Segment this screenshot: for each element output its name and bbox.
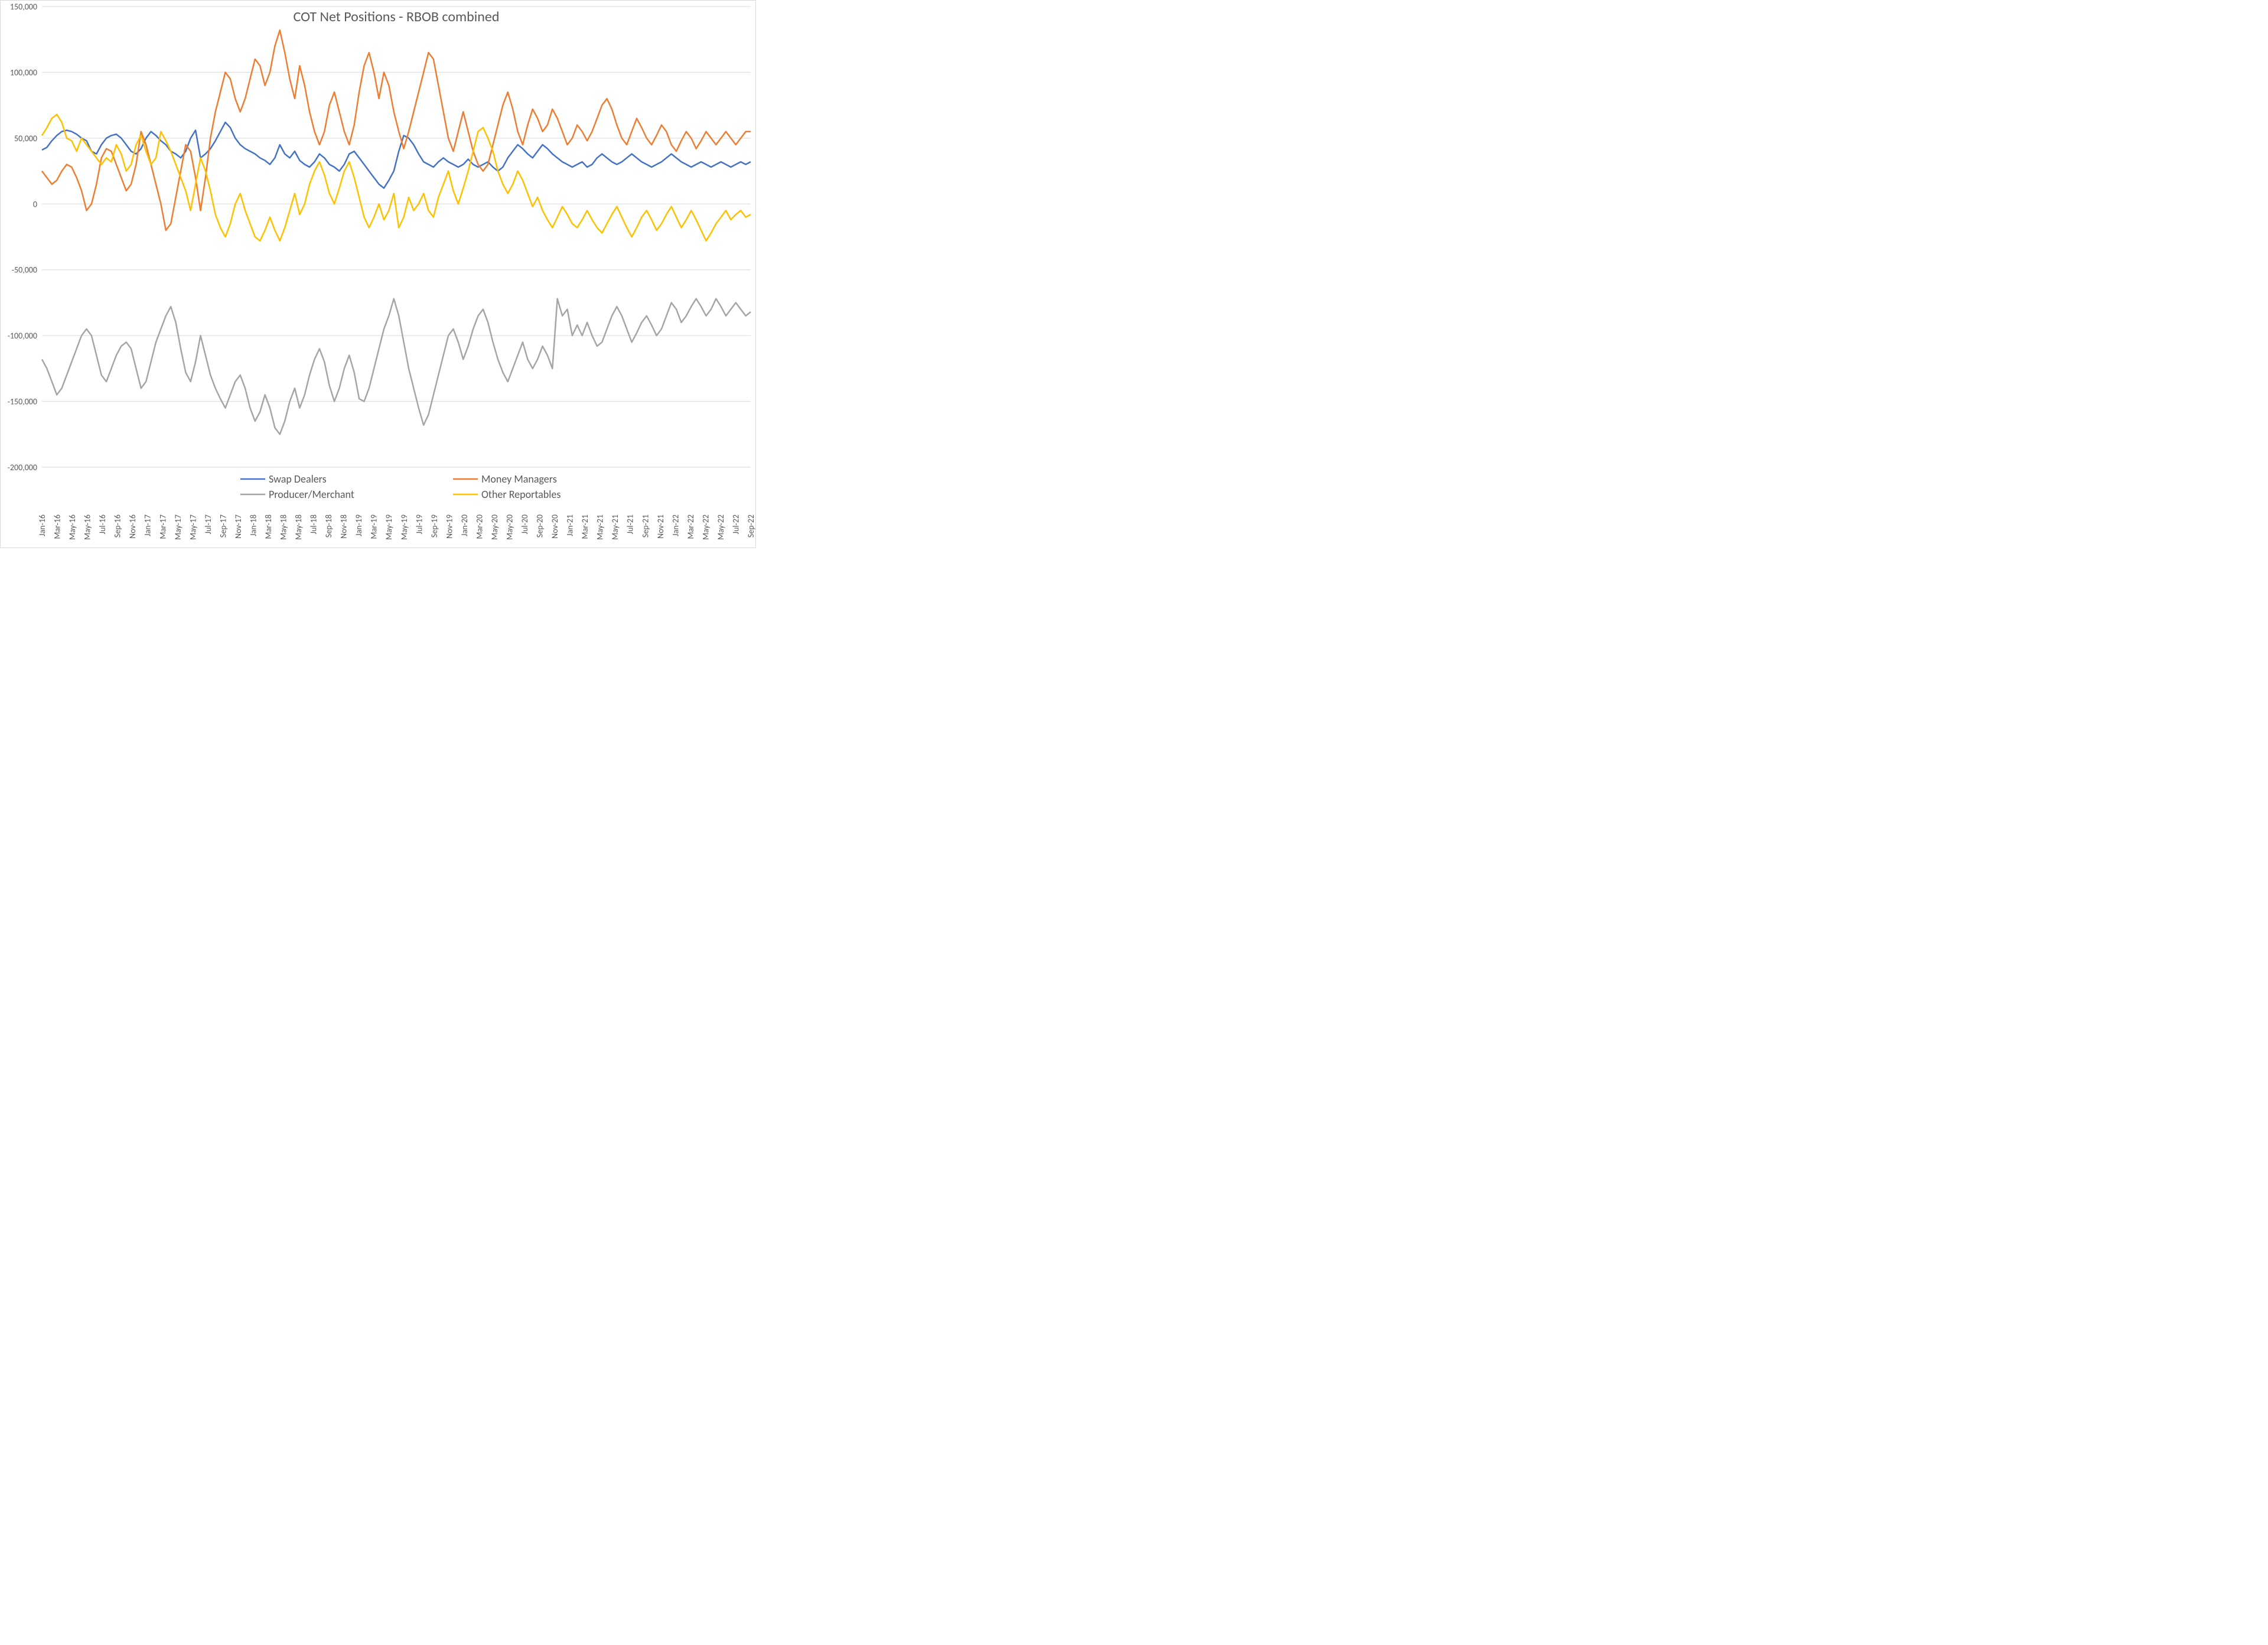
x-tick-label: Jan-19 bbox=[354, 514, 364, 536]
x-tick-label: May-20 bbox=[490, 514, 500, 540]
x-tick-label: May-21 bbox=[595, 514, 605, 540]
x-tick-label: May-19 bbox=[399, 514, 409, 540]
y-tick-label: 100,000 bbox=[10, 67, 37, 77]
x-tick-label: May-22 bbox=[700, 514, 711, 540]
x-tick-label: Jan-18 bbox=[248, 514, 258, 536]
x-tick-label: Nov-18 bbox=[339, 514, 349, 539]
x-tick-label: Mar-18 bbox=[263, 514, 273, 539]
y-tick-label: -100,000 bbox=[8, 331, 37, 341]
x-tick-label: May-21 bbox=[610, 514, 620, 540]
x-tick-label: May-16 bbox=[67, 514, 77, 540]
x-tick-label: May-16 bbox=[83, 514, 93, 540]
x-tick-label: Nov-20 bbox=[550, 514, 560, 539]
x-tick-label: Nov-17 bbox=[233, 514, 243, 539]
x-tick-label: Jan-16 bbox=[37, 514, 47, 536]
x-tick-label: May-18 bbox=[294, 514, 304, 540]
legend-label: Producer/Merchant bbox=[269, 488, 354, 501]
x-tick-label: Sep-16 bbox=[113, 514, 123, 538]
x-tick-label: Sep-22 bbox=[746, 514, 756, 538]
x-tick-label: Mar-17 bbox=[158, 514, 168, 539]
x-tick-label: Jan-20 bbox=[460, 514, 470, 536]
x-tick-label: Mar-22 bbox=[686, 514, 696, 539]
chart-title: COT Net Positions - RBOB combined bbox=[294, 8, 500, 25]
x-tick-label: Sep-21 bbox=[640, 514, 650, 538]
x-tick-label: Jul-20 bbox=[520, 514, 530, 535]
x-tick-label: Sep-19 bbox=[429, 514, 439, 538]
x-tick-label: Mar-21 bbox=[580, 514, 590, 539]
x-tick-label: Sep-18 bbox=[324, 514, 334, 538]
x-tick-label: May-22 bbox=[716, 514, 726, 540]
x-tick-label: Jul-22 bbox=[731, 514, 741, 535]
chart-container: -200,000 -150,000 -100,000 -50,000 0 50,000 10… bbox=[0, 0, 756, 548]
x-tick-label: Nov-16 bbox=[128, 514, 138, 539]
legend-label: Other Reportables bbox=[481, 488, 561, 501]
series-line bbox=[42, 299, 751, 435]
x-tick-label: Nov-19 bbox=[444, 514, 454, 539]
x-tick-label: May-20 bbox=[504, 514, 514, 540]
line-chart: -200,000 -150,000 -100,000 -50,000 0 50,000 10… bbox=[1, 1, 757, 549]
x-tick-label: Jul-17 bbox=[203, 514, 213, 535]
series-line bbox=[42, 30, 751, 230]
x-tick-label: Jul-19 bbox=[414, 514, 424, 535]
legend-label: Swap Dealers bbox=[269, 473, 327, 486]
y-tick-label: 50,000 bbox=[14, 133, 37, 144]
y-tick-label: -50,000 bbox=[12, 265, 37, 275]
x-tick-label: Jul-21 bbox=[625, 514, 636, 535]
x-tick-label: Jul-18 bbox=[309, 514, 319, 535]
x-tick-label: Mar-19 bbox=[369, 514, 379, 539]
x-tick-label: May-17 bbox=[173, 514, 183, 540]
x-tick-label: Sep-17 bbox=[218, 514, 228, 538]
x-tick-label: May-17 bbox=[188, 514, 198, 540]
x-tick-label: May-19 bbox=[384, 514, 394, 540]
y-tick-label: -150,000 bbox=[8, 397, 37, 407]
y-tick-label: 0 bbox=[33, 199, 37, 209]
x-tick-label: Sep-20 bbox=[535, 514, 545, 538]
x-tick-label: May-18 bbox=[279, 514, 289, 540]
x-tick-label: Nov-21 bbox=[656, 514, 666, 539]
y-tick-label: -200,000 bbox=[8, 462, 37, 473]
legend-label: Money Managers bbox=[481, 473, 557, 486]
x-tick-label: Jan-21 bbox=[565, 514, 575, 536]
x-tick-label: Jan-22 bbox=[670, 514, 680, 536]
x-tick-label: Jan-17 bbox=[143, 514, 153, 536]
x-tick-label: Jul-16 bbox=[97, 514, 107, 535]
x-tick-label: Mar-16 bbox=[53, 514, 63, 539]
y-tick-label: 150,000 bbox=[10, 2, 37, 12]
x-tick-label: Mar-20 bbox=[474, 514, 484, 539]
